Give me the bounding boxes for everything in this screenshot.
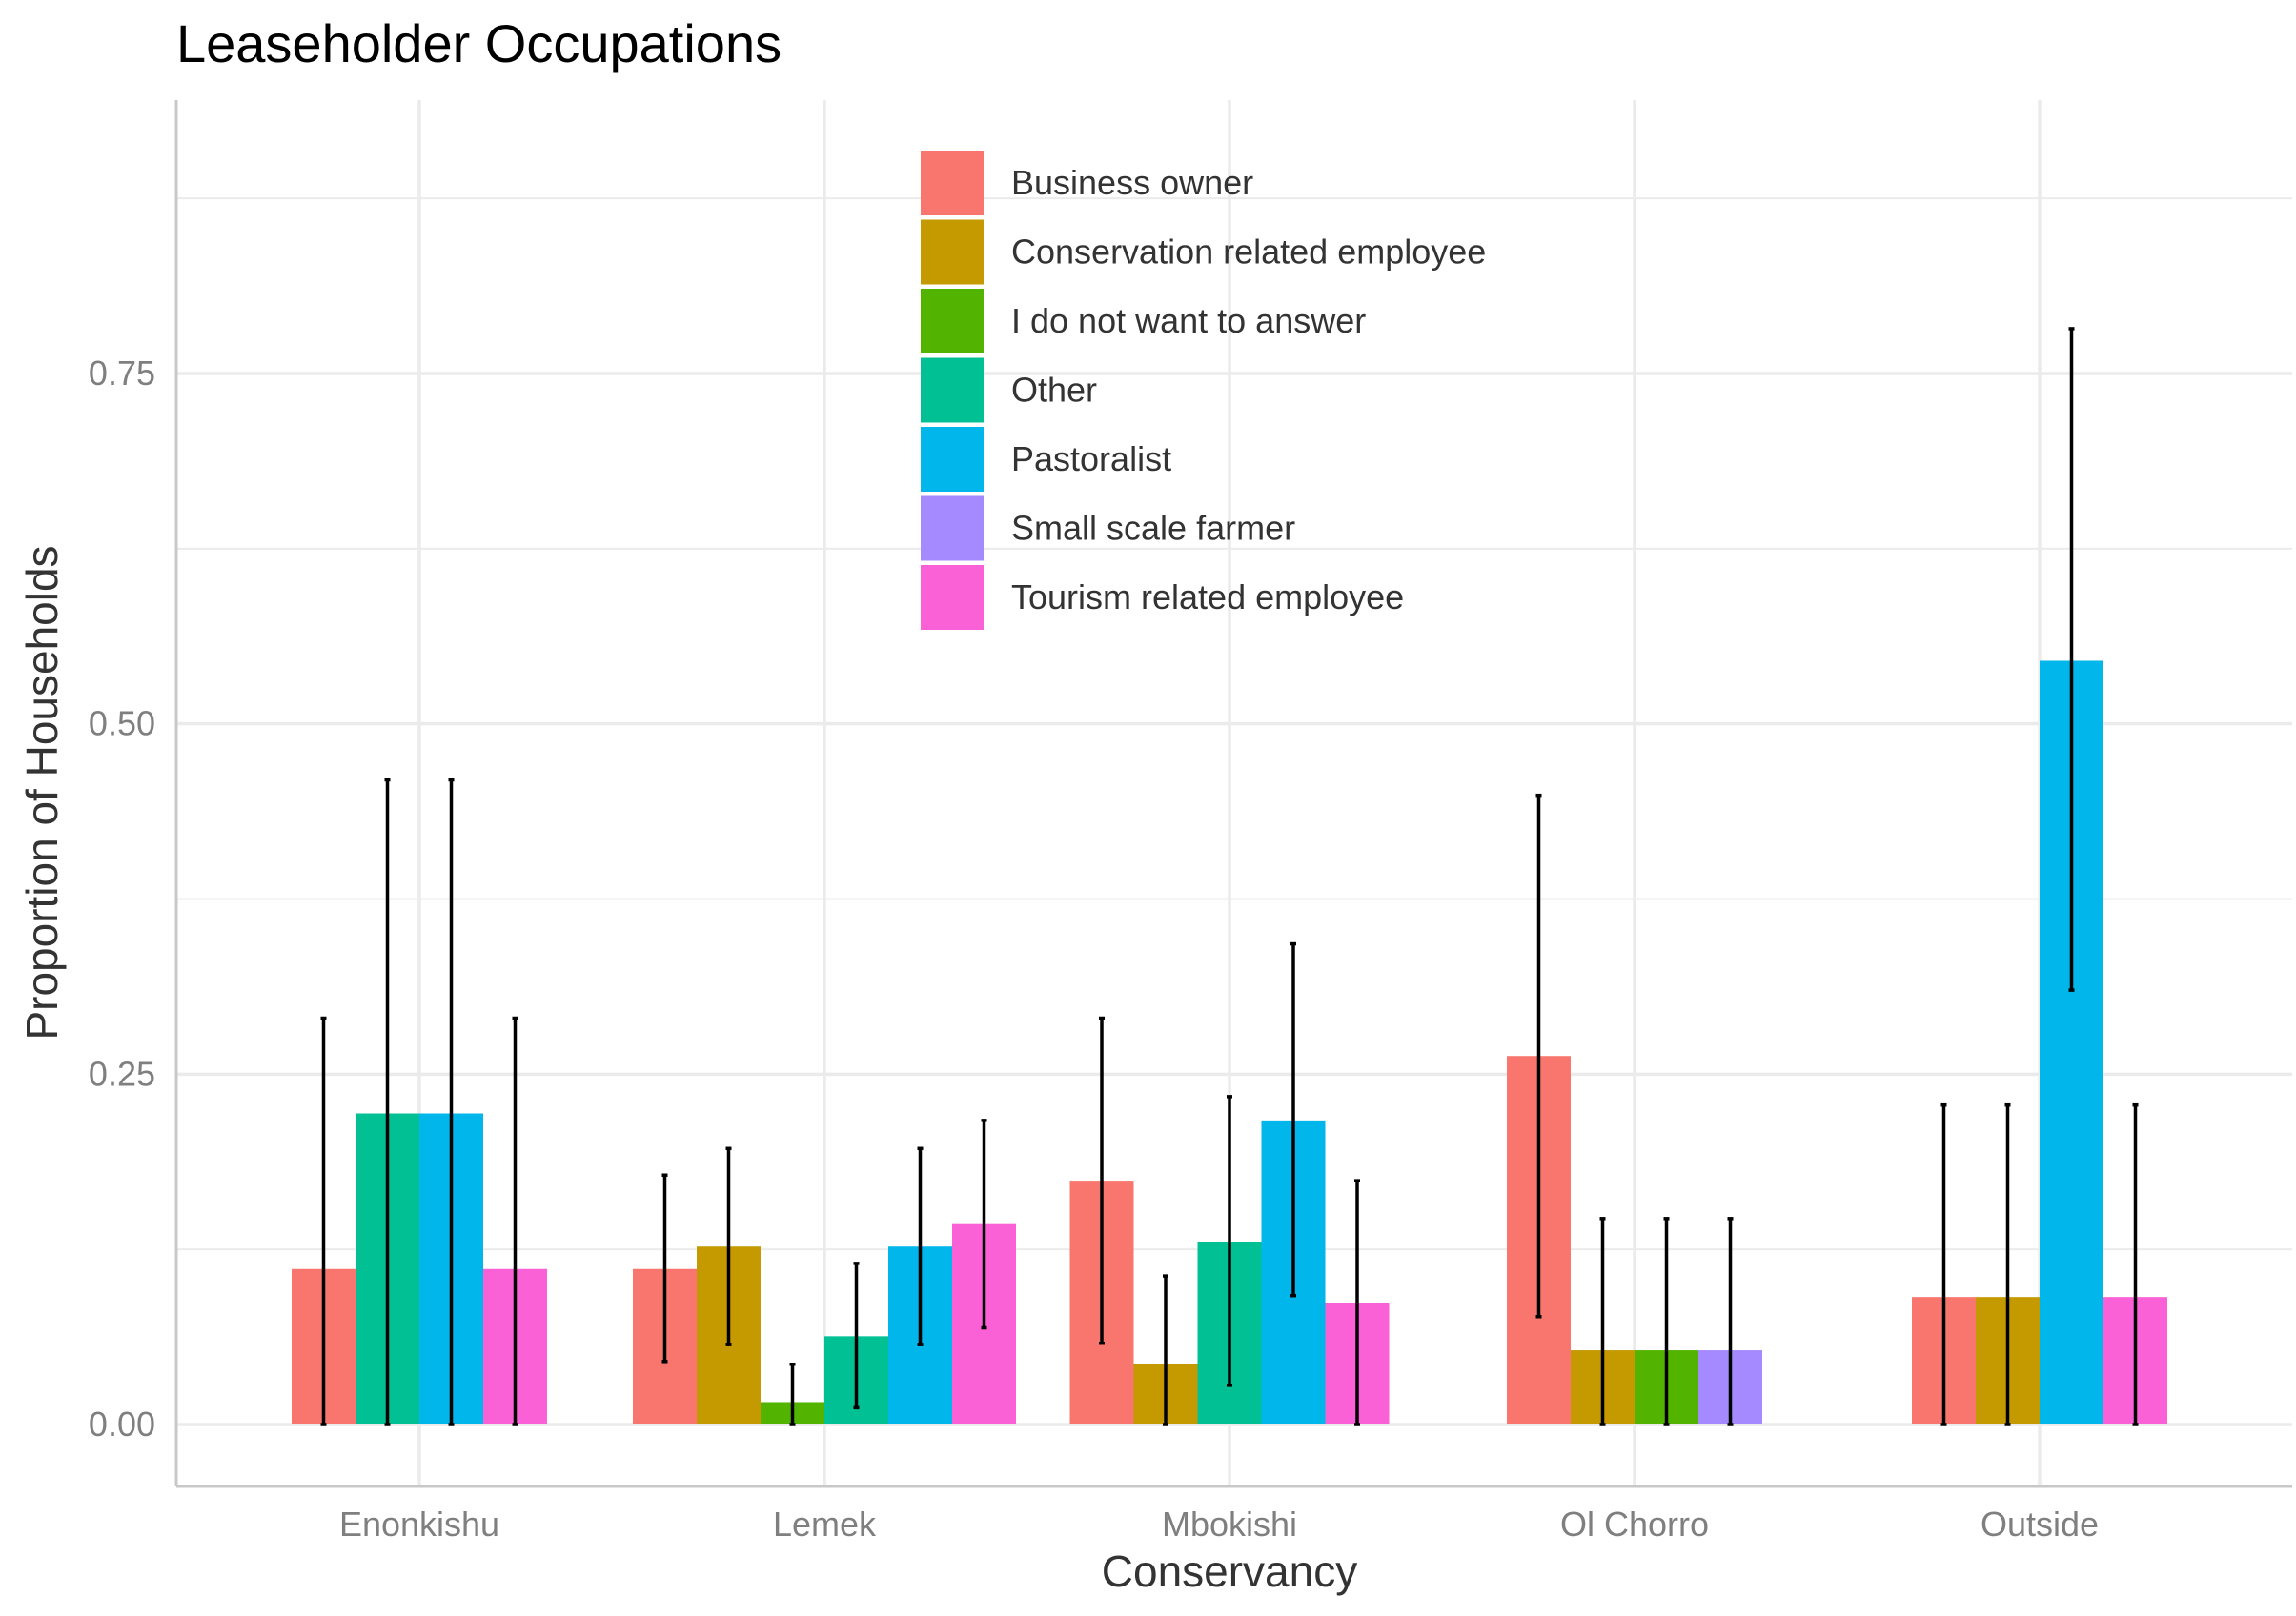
tick-labels: 0.00 0.25 0.50 0.75 Enonkishu Lemek Mbokishi Ol… bbox=[89, 354, 2099, 1544]
legend-label: Tourism related employee bbox=[1011, 577, 1404, 616]
x-tick-label: Outside bbox=[1981, 1505, 2099, 1544]
legend-label: Conservation related employee bbox=[1011, 232, 1486, 272]
axes bbox=[174, 100, 2292, 1488]
legend-key bbox=[921, 357, 984, 423]
error-bars bbox=[320, 327, 2139, 1426]
legend-label: Pastoralist bbox=[1011, 439, 1171, 478]
legend-key bbox=[921, 427, 984, 492]
legend-key bbox=[921, 219, 984, 285]
x-tick-label: Ol Chorro bbox=[1560, 1505, 1709, 1544]
y-tick-label: 0.75 bbox=[89, 354, 155, 393]
x-tick-label: Enonkishu bbox=[339, 1505, 499, 1544]
y-tick-label: 0.50 bbox=[89, 704, 155, 743]
x-axis-title: Conservancy bbox=[1102, 1546, 1357, 1596]
legend-key bbox=[921, 289, 984, 354]
legend-label: Business owner bbox=[1011, 163, 1253, 202]
y-tick-label: 0.25 bbox=[89, 1054, 155, 1093]
legend-label: Small scale farmer bbox=[1011, 509, 1295, 548]
y-axis-title: Proportion of Households bbox=[17, 545, 67, 1040]
x-tick-label: Mbokishi bbox=[1162, 1505, 1297, 1544]
chart-title: Leaseholder Occupations bbox=[176, 13, 782, 73]
legend-label: I do not want to answer bbox=[1011, 301, 1366, 340]
x-tick-label: Lemek bbox=[773, 1505, 877, 1544]
y-tick-label: 0.00 bbox=[89, 1404, 155, 1444]
legend: Business owner Conservation related emplo… bbox=[921, 151, 1486, 630]
legend-key bbox=[921, 565, 984, 630]
legend-label: Other bbox=[1011, 371, 1097, 410]
legend-key bbox=[921, 495, 984, 561]
legend-key bbox=[921, 151, 984, 215]
